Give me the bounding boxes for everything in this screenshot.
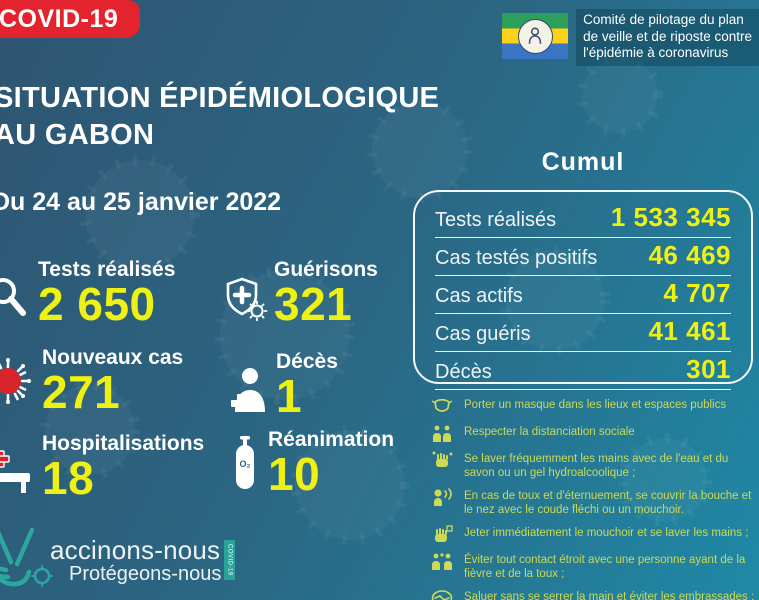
cumul-title: Cumul [541,148,625,176]
row-label: Cas guéris [435,323,531,345]
list-item: Jeter immédiatement le mouchoir et se la… [431,524,757,544]
stat-deces: Décès 1 [228,350,338,422]
stat-value: 271 [42,366,121,418]
table-row: Tests réalisés 1 533 345 [435,200,731,238]
stat-reanimation: O₂ Réanimation 10 [232,428,395,500]
oxygen-tank-icon: O₂ [232,435,258,496]
row-value: 1 533 345 [610,202,731,232]
shield-cross-virus-icon [222,275,268,326]
gabon-flag [502,13,569,59]
recommendations-list: Porter un masque dans les lieux et espac… [431,396,757,600]
committee-title-line3: l'épidémie à coronavirus [583,45,729,60]
stat-label: Tests réalisés [38,258,176,281]
page-title: SITUATION ÉPIDÉMIOLOGIQUE AU GABON [0,80,439,154]
virus-icon [0,353,34,414]
stat-hospitalisations: Hospitalisations 18 [0,432,205,504]
row-label: Cas actifs [435,285,523,307]
list-item: Respecter la distanciation sociale [431,423,757,443]
mask-icon [431,398,453,412]
page-title-line2: AU GABON [0,119,155,151]
campaign-slogan-line2: Protégeons-nous [69,563,222,585]
no-handshake-icon [431,590,453,600]
cumul-table: Tests réalisés 1 533 345 Cas testés posi… [413,190,753,390]
person-cross-icon [228,367,268,418]
committee-title-line1: Comité de pilotage du plan [583,12,744,27]
list-item: En cas de toux et d'éternuement, se couv… [431,487,757,517]
gabon-seal-icon [517,18,553,54]
row-value: 46 469 [648,240,731,270]
stat-value: 18 [42,452,95,504]
page-title-line1: SITUATION ÉPIDÉMIOLOGIQUE [0,82,440,114]
row-value: 301 [686,354,731,384]
covid19-badge: COVID-19 [0,0,141,38]
stat-value: 321 [274,278,353,330]
list-item: Se laver fréquemment les mains avec de l… [431,450,757,480]
list-item: Éviter tout contact étroit avec une pers… [431,551,757,581]
magnifier-icon [0,275,30,326]
victory-hand-icon [0,527,53,587]
list-item: Porter un masque dans les lieux et espac… [431,396,757,416]
stat-value: 1 [276,370,303,422]
table-row: Décès 301 [435,352,731,390]
recommendation-text: En cas de toux et d'éternuement, se couv… [464,490,752,516]
stat-label: Guérisons [274,258,378,281]
campaign-covid19-tag: COVID-19 [224,540,235,580]
table-row: Cas actifs 4 707 [435,276,731,314]
stat-nouveaux-cas: Nouveaux cas 271 [0,346,184,418]
avoid-contact-icon [432,553,452,570]
table-row: Cas testés positifs 46 469 [435,238,731,276]
row-label: Cas testés positifs [435,247,598,269]
row-label: Décès [435,361,492,383]
recommendation-text: Respecter la distanciation sociale [464,426,635,438]
committee-title: Comité de pilotage du plan de veille et … [576,9,759,66]
hand-washing-icon [432,451,453,467]
committee-block: Comité de pilotage du plan de veille et … [502,9,759,66]
list-item: Saluer sans se serrer la main et éviter … [431,588,757,600]
stat-label: Nouveaux cas [42,346,184,369]
stat-value: 10 [268,448,321,500]
recommendation-text: Porter un masque dans les lieux et espac… [464,399,727,411]
stat-label: Hospitalisations [42,432,205,455]
row-value: 4 707 [663,278,731,308]
stat-label: Décès [276,350,338,373]
recommendation-text: Éviter tout contact étroit avec une pers… [464,554,746,580]
recommendation-text: Saluer sans se serrer la main et éviter … [464,591,755,600]
hospital-bed-icon [0,443,32,500]
recommendation-text: Jeter immédiatement le mouchoir et se la… [464,527,749,539]
table-row: Cas guéris 41 461 [435,314,731,352]
row-label: Tests réalisés [435,209,557,231]
stat-label: Réanimation [268,428,395,451]
campaign-slogan-line1: accinons-nous [50,535,221,565]
report-period: Du 24 au 25 janvier 2022 [0,188,282,216]
recommendation-text: Se laver fréquemment les mains avec de l… [464,453,729,479]
committee-title-line2: de veille et de riposte contre [583,28,752,44]
row-value: 41 461 [648,316,731,346]
stat-tests-realises: Tests réalisés 2 650 [0,258,176,330]
throw-tissue-icon [435,525,453,542]
oxygen-label: O₂ [239,459,251,469]
social-distancing-icon [433,425,451,442]
stat-guerisons: Guérisons 321 [222,258,378,330]
cough-cover-icon [434,488,452,506]
covid19-badge-label: COVID-19 [0,4,119,33]
stat-value: 2 650 [38,278,156,330]
